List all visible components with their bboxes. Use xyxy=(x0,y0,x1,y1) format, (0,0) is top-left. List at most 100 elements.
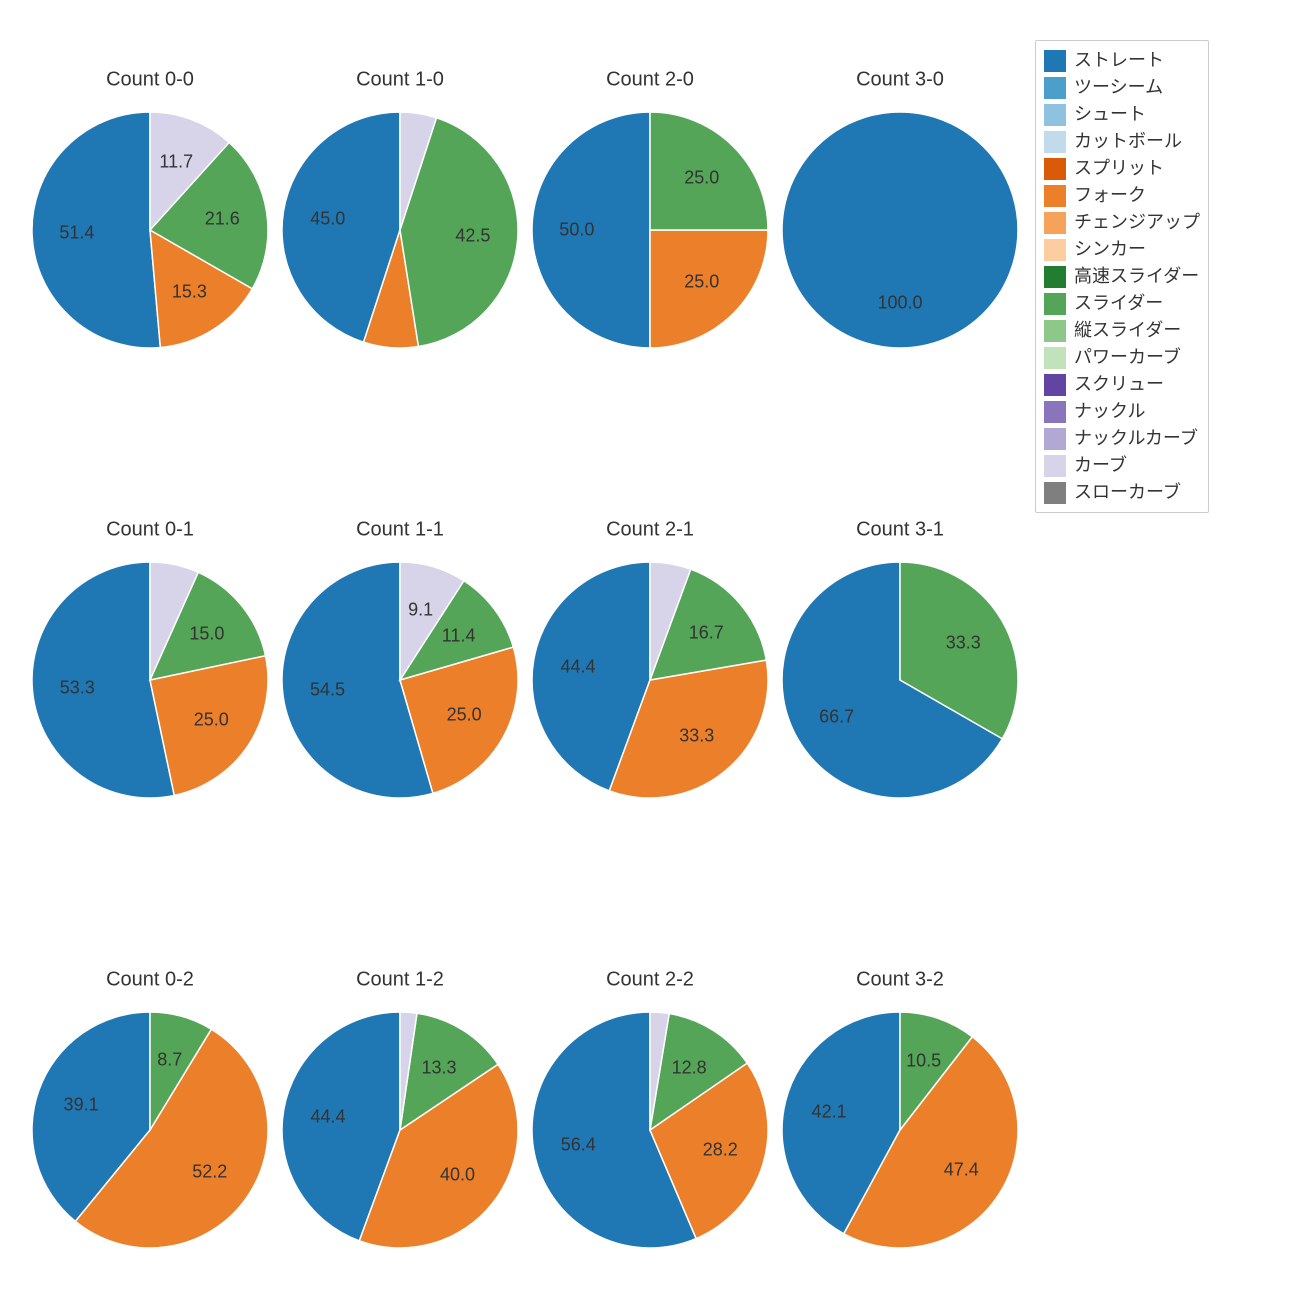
pie-slice-label: 15.3 xyxy=(172,281,207,302)
legend-label: ツーシーム xyxy=(1074,74,1163,101)
pie-slice-label: 47.4 xyxy=(944,1159,979,1180)
pie-chart xyxy=(780,1010,1020,1250)
legend-swatch xyxy=(1044,131,1066,153)
pie-slice-label: 13.3 xyxy=(421,1058,456,1079)
pie-slice-label: 100.0 xyxy=(877,293,922,314)
pie-slice-label: 44.4 xyxy=(310,1107,345,1128)
legend-swatch xyxy=(1044,455,1066,477)
legend-item: 縦スライダー xyxy=(1044,317,1200,344)
legend-label: カーブ xyxy=(1074,452,1127,479)
legend-item: カーブ xyxy=(1044,452,1200,479)
pie-chart xyxy=(530,560,770,800)
pie-chart xyxy=(780,110,1020,350)
pie-slice-label: 10.5 xyxy=(906,1050,941,1071)
legend-item: スクリュー xyxy=(1044,371,1200,398)
chart-title: Count 2-2 xyxy=(606,969,694,992)
pie-slice-label: 54.5 xyxy=(310,680,345,701)
legend-swatch xyxy=(1044,320,1066,342)
legend-label: 高速スライダー xyxy=(1074,263,1199,290)
legend-label: シュート xyxy=(1074,101,1146,128)
legend-label: ナックルカーブ xyxy=(1074,425,1198,452)
pie-chart xyxy=(30,1010,270,1250)
pie-slice-label: 50.0 xyxy=(559,220,594,241)
legend-swatch xyxy=(1044,428,1066,450)
pie-slice-label: 44.4 xyxy=(560,657,595,678)
pie-slice-label: 9.1 xyxy=(408,599,433,620)
pie-slice-label: 25.0 xyxy=(447,705,482,726)
pie-slice xyxy=(32,112,160,348)
pie-slice-label: 56.4 xyxy=(561,1134,596,1155)
chart-title: Count 2-0 xyxy=(606,69,694,92)
chart-title: Count 3-2 xyxy=(856,969,944,992)
legend-swatch xyxy=(1044,104,1066,126)
pie-slice-label: 25.0 xyxy=(684,271,719,292)
legend-item: カットボール xyxy=(1044,128,1200,155)
legend-swatch xyxy=(1044,212,1066,234)
legend-swatch xyxy=(1044,158,1066,180)
legend-swatch xyxy=(1044,347,1066,369)
legend-item: スライダー xyxy=(1044,290,1200,317)
legend-label: パワーカーブ xyxy=(1074,344,1181,371)
legend-label: チェンジアップ xyxy=(1074,209,1200,236)
legend-item: スローカーブ xyxy=(1044,479,1200,506)
pie-chart xyxy=(280,1010,520,1250)
pie-slice-label: 11.4 xyxy=(442,626,476,647)
legend-swatch xyxy=(1044,77,1066,99)
pie-slice-label: 33.3 xyxy=(679,726,714,747)
pie-chart xyxy=(780,560,1020,800)
legend-label: 縦スライダー xyxy=(1074,317,1181,344)
legend-swatch xyxy=(1044,50,1066,72)
legend-item: ツーシーム xyxy=(1044,74,1200,101)
legend-item: ナックルカーブ xyxy=(1044,425,1200,452)
legend-label: スクリュー xyxy=(1074,371,1164,398)
legend-label: スライダー xyxy=(1074,290,1163,317)
pie-slice-label: 16.7 xyxy=(689,623,724,644)
legend-label: カットボール xyxy=(1074,128,1182,155)
legend-label: ナックル xyxy=(1074,398,1145,425)
pie-slice-label: 25.0 xyxy=(194,709,229,730)
legend-item: ナックル xyxy=(1044,398,1200,425)
legend-label: スプリット xyxy=(1074,155,1164,182)
legend-swatch xyxy=(1044,401,1066,423)
pie-slice-label: 25.0 xyxy=(684,168,719,189)
chart-title: Count 3-0 xyxy=(856,69,944,92)
legend-item: スプリット xyxy=(1044,155,1200,182)
legend-label: ストレート xyxy=(1074,47,1164,74)
pie-slice-label: 15.0 xyxy=(189,624,224,645)
pie-slice-label: 42.1 xyxy=(812,1102,847,1123)
legend-swatch xyxy=(1044,482,1066,504)
chart-title: Count 2-1 xyxy=(606,519,694,542)
legend-label: フォーク xyxy=(1074,182,1146,209)
chart-title: Count 1-1 xyxy=(356,519,444,542)
legend-label: スローカーブ xyxy=(1074,479,1181,506)
legend-swatch xyxy=(1044,239,1066,261)
pie-slice-label: 33.3 xyxy=(946,633,981,654)
legend-label: シンカー xyxy=(1074,236,1146,263)
legend-swatch xyxy=(1044,293,1066,315)
legend-item: フォーク xyxy=(1044,182,1200,209)
legend-swatch xyxy=(1044,266,1066,288)
legend-swatch xyxy=(1044,374,1066,396)
legend-item: 高速スライダー xyxy=(1044,263,1200,290)
pie-slice-label: 11.7 xyxy=(159,151,193,172)
chart-title: Count 3-1 xyxy=(856,519,944,542)
pie-slice-label: 66.7 xyxy=(819,706,854,727)
pie-slice-label: 40.0 xyxy=(440,1165,475,1186)
legend-item: パワーカーブ xyxy=(1044,344,1200,371)
pie-slice-label: 21.6 xyxy=(205,208,240,229)
legend-item: チェンジアップ xyxy=(1044,209,1200,236)
legend-item: ストレート xyxy=(1044,47,1200,74)
chart-title: Count 0-0 xyxy=(106,69,194,92)
pie-slice-label: 8.7 xyxy=(157,1049,182,1070)
chart-title: Count 1-2 xyxy=(356,969,444,992)
pie-slice-label: 39.1 xyxy=(64,1095,99,1116)
pitch-mix-dashboard: Count 0-051.415.321.611.7Count 1-045.042… xyxy=(0,0,1300,1300)
pie-slice-label: 52.2 xyxy=(192,1162,227,1183)
legend-item: シンカー xyxy=(1044,236,1200,263)
chart-title: Count 1-0 xyxy=(356,69,444,92)
legend-item: シュート xyxy=(1044,101,1200,128)
pie-slice-label: 42.5 xyxy=(455,225,490,246)
pie-slice-label: 53.3 xyxy=(60,677,95,698)
legend-swatch xyxy=(1044,185,1066,207)
pie-slice-label: 12.8 xyxy=(672,1058,707,1079)
